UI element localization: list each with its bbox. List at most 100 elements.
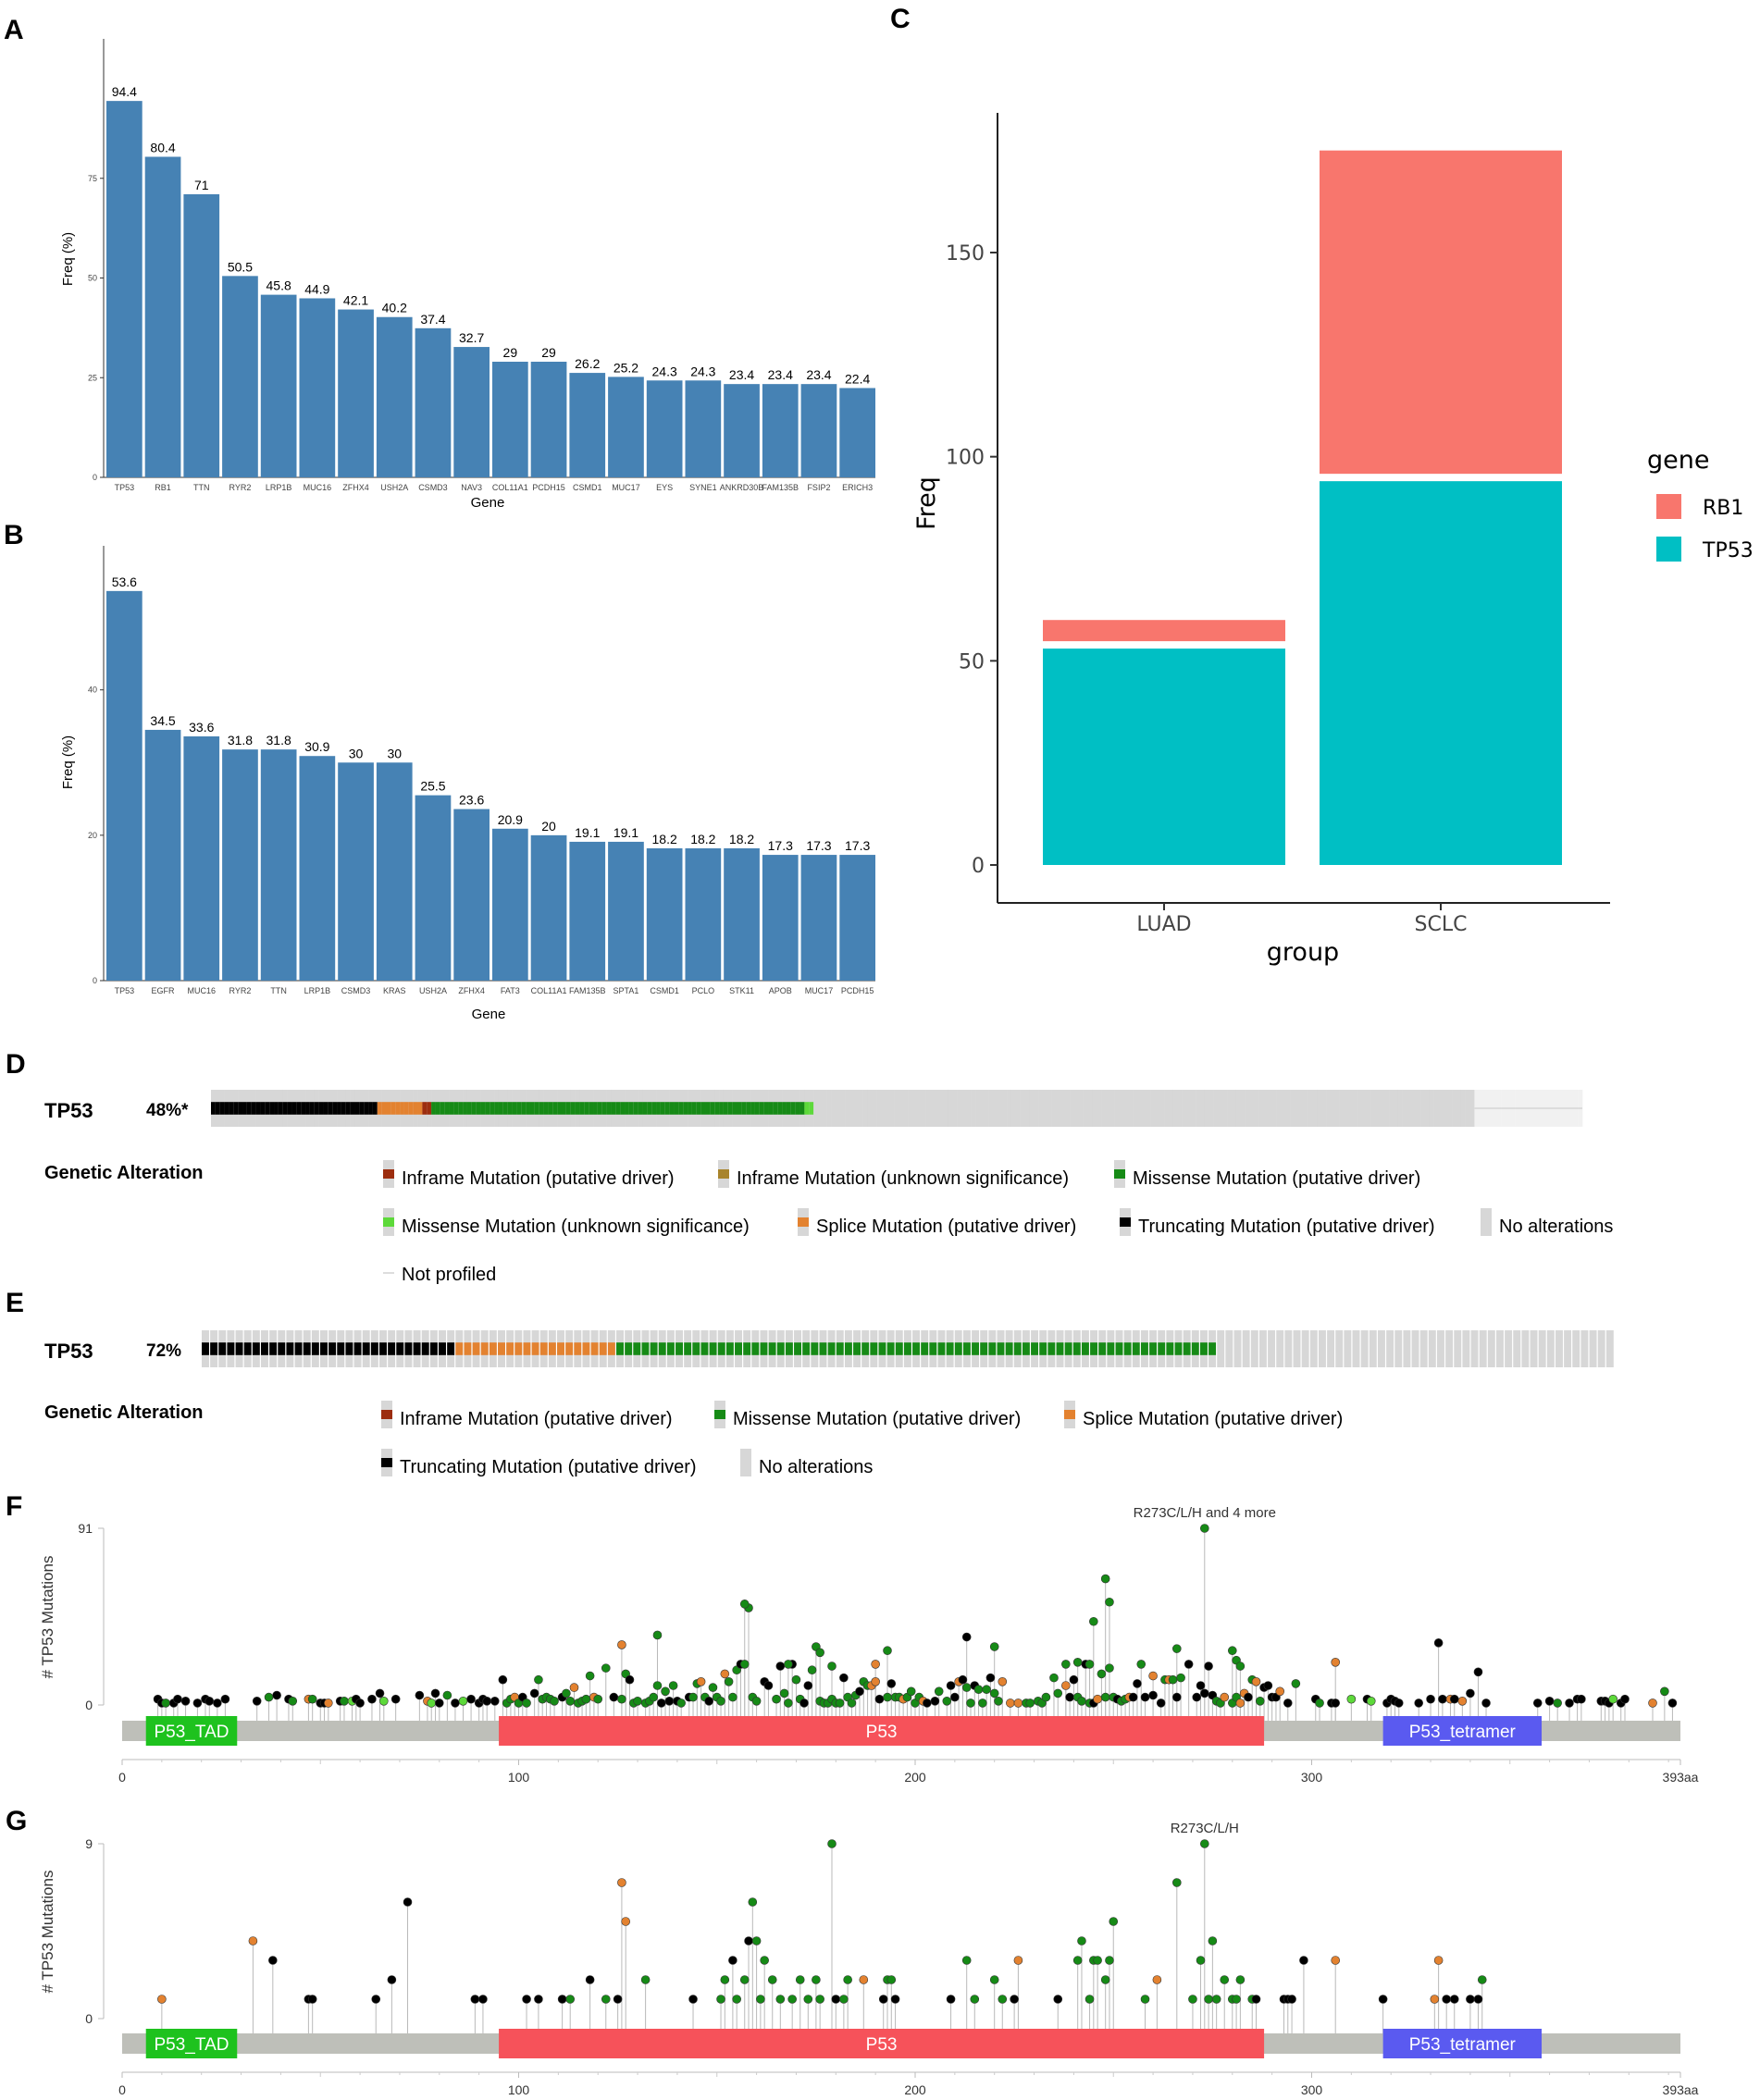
mutation-point <box>807 1665 817 1675</box>
gene-label: TP53 <box>44 1099 93 1122</box>
y-axis-title: # TP53 Mutations <box>39 1556 56 1679</box>
mutation-point <box>1220 1975 1230 1984</box>
x-tick-label: SCLC <box>1415 913 1468 936</box>
sample-missense_driver <box>597 1102 603 1115</box>
mutation-point <box>978 1699 987 1708</box>
mutation-point <box>871 1660 880 1669</box>
sample-cell <box>1204 1090 1210 1127</box>
domain-label: P53_TAD <box>155 2035 229 2055</box>
domain-p53 <box>499 1716 1265 1746</box>
sample-cell <box>1393 1090 1399 1127</box>
mutation-point <box>724 1677 734 1686</box>
mutation-point <box>1196 1681 1206 1690</box>
sample-missense_driver <box>700 1102 706 1115</box>
value-label: 20.9 <box>498 812 523 827</box>
sample-cell <box>1196 1090 1201 1127</box>
sample-missense_driver <box>972 1342 980 1355</box>
mutation-point <box>1085 1995 1095 2004</box>
legend-swatch-splice <box>798 1217 809 1227</box>
mutation-point <box>1089 1616 1098 1626</box>
sample-truncating <box>219 1102 225 1115</box>
sample-missense_driver <box>794 1342 802 1355</box>
sample-cell <box>862 1090 868 1127</box>
mutation-point <box>696 1677 706 1686</box>
mutation-point <box>704 1697 713 1706</box>
sample-missense_driver <box>498 1102 504 1115</box>
sample-cell <box>1380 1090 1385 1127</box>
sample-cell <box>1245 1090 1250 1127</box>
sample-missense_driver <box>937 1342 946 1355</box>
sample-truncating <box>202 1342 209 1355</box>
mutation-point <box>1010 1995 1019 2004</box>
x-tick-label: 100 <box>508 2082 530 2097</box>
sample-cell <box>916 1090 923 1127</box>
sample-missense_driver <box>633 1342 641 1355</box>
mutation-point <box>961 1632 972 1642</box>
sample-cell <box>1164 1090 1170 1127</box>
sample-missense_driver <box>431 1102 437 1115</box>
bar-muc17 <box>800 855 837 981</box>
sample-missense_driver <box>606 1102 612 1115</box>
bar-lrp1b <box>299 756 336 981</box>
sample-cell <box>1024 1090 1030 1127</box>
mutation-point <box>946 1681 956 1690</box>
sample-truncating <box>291 1102 297 1115</box>
sample-missense_driver <box>650 1342 658 1355</box>
sample-cell <box>1443 1090 1448 1127</box>
x-tick-label: PCLO <box>692 986 715 995</box>
sample-missense_driver <box>696 1102 701 1115</box>
bar-fam135b <box>762 384 799 477</box>
panel-e-oncoprint: E TP53 72% Genetic Alteration Inframe Mu… <box>6 1288 1614 1477</box>
mutation-point <box>252 1697 262 1706</box>
mutation-point <box>775 1661 786 1671</box>
sample-cell <box>1218 1090 1223 1127</box>
sample-missense_driver <box>886 1342 895 1355</box>
sample-missense_driver <box>669 1102 675 1115</box>
mutation-point <box>161 1699 170 1708</box>
sample-inframe_driver <box>427 1102 432 1115</box>
sample-cell <box>925 1090 931 1127</box>
legend-title: Genetic Alteration <box>44 1163 204 1183</box>
x-tick-label: SPTA1 <box>614 986 639 995</box>
sample-missense_driver <box>633 1102 638 1115</box>
x-tick-label: SYNE1 <box>689 483 717 492</box>
sample-cell <box>1505 1330 1513 1367</box>
sample-splice <box>395 1102 401 1115</box>
mutation-point <box>728 1956 737 1965</box>
bar-ryr2 <box>222 749 258 981</box>
sample-cell <box>1060 1090 1066 1127</box>
bar-pcdh15 <box>839 855 875 981</box>
mutation-point <box>1331 1956 1341 1965</box>
mutation-point <box>1100 1975 1110 1984</box>
sample-missense_driver <box>870 1342 878 1355</box>
x-tick-label: KRAS <box>383 986 406 995</box>
value-label: 26.2 <box>575 356 600 371</box>
sample-truncating <box>332 1102 338 1115</box>
sample-missense_driver <box>1090 1342 1098 1355</box>
bar-ush2a <box>376 316 413 477</box>
legend-swatch-inframe-unknown <box>718 1169 729 1179</box>
sample-cell <box>1250 1330 1258 1367</box>
mutation-point <box>550 1697 559 1706</box>
top-mutation-annotation: R273C/L/H <box>1171 1821 1239 1836</box>
legend-item: Truncating Mutation (putative driver) <box>400 1457 697 1477</box>
domain-label: P53 <box>866 1723 898 1742</box>
mutation-point <box>1426 1694 1435 1704</box>
mutation-point <box>434 1699 444 1708</box>
y-axis-title: # TP53 Mutations <box>39 1871 56 1994</box>
y-tick-label: 50 <box>959 650 985 673</box>
mutation-point <box>883 1646 892 1656</box>
mutation-point <box>1100 1574 1110 1584</box>
sample-missense_driver <box>638 1102 643 1115</box>
mutation-point <box>989 1642 999 1651</box>
value-label: 44.9 <box>304 281 329 296</box>
domain-p53-tetramer <box>1382 2029 1543 2058</box>
sample-cell <box>1263 1090 1269 1127</box>
mutation-point <box>815 1648 824 1658</box>
sample-missense_driver <box>674 1102 679 1115</box>
sample-cell <box>876 1090 882 1127</box>
sample-cell <box>1456 1090 1462 1127</box>
mutation-point <box>989 1688 999 1699</box>
mutation-point <box>1477 1975 1487 1984</box>
top-mutation-annotation: R273C/L/H and 4 more <box>1134 1505 1276 1521</box>
